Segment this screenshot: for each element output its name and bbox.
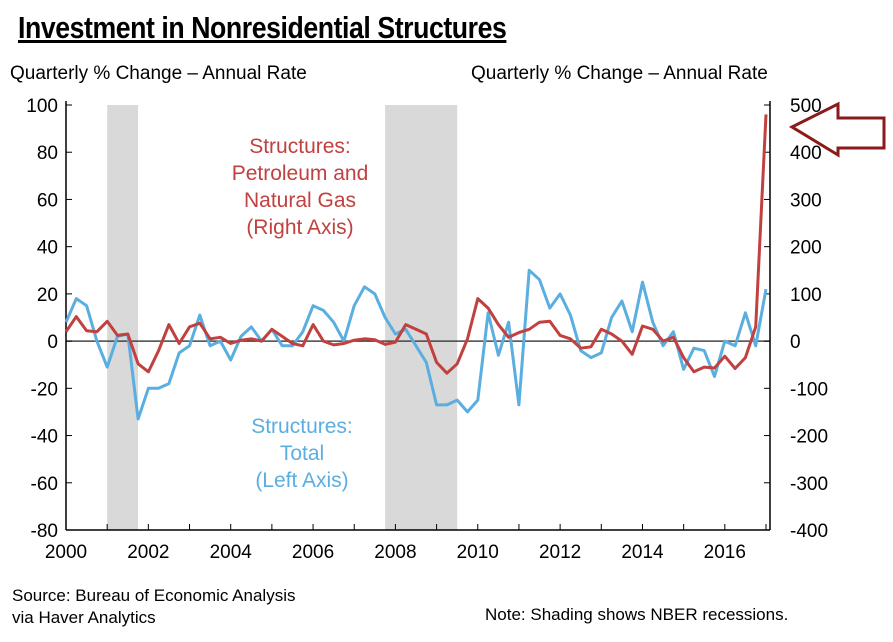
right-tick-label: -200	[790, 427, 828, 448]
source-line-1: Source: Bureau of Economic Analysis	[12, 586, 296, 605]
right-axis-label: Quarterly % Change – Annual Rate	[471, 63, 768, 84]
series-label: Structures:	[251, 415, 353, 438]
right-tick-label: -100	[790, 379, 828, 400]
left-tick-label: 20	[37, 285, 58, 306]
x-tick-label: 2014	[621, 542, 664, 563]
left-tick-label: 60	[37, 190, 58, 211]
x-tick-label: 2010	[457, 542, 499, 563]
right-tick-label: 300	[790, 190, 822, 211]
left-tick-label: 0	[47, 332, 58, 353]
left-tick-label: 80	[37, 143, 58, 164]
left-tick-label: -80	[31, 521, 58, 542]
source-line-2: via Haver Analytics	[12, 608, 156, 627]
series-label: Natural Gas	[244, 189, 356, 212]
recession-note: Note: Shading shows NBER recessions.	[485, 605, 789, 624]
x-tick-label: 2002	[127, 542, 169, 563]
recession-band	[385, 105, 458, 530]
left-axis-label: Quarterly % Change – Annual Rate	[10, 63, 307, 84]
x-tick-label: 2004	[210, 542, 253, 563]
x-tick-label: 2008	[374, 542, 416, 563]
left-tick-label: 40	[37, 238, 58, 259]
right-tick-label: 200	[790, 238, 822, 259]
right-tick-label: -300	[790, 474, 828, 495]
x-tick-label: 2012	[539, 542, 581, 563]
right-tick-label: 100	[790, 285, 822, 306]
left-tick-label: -40	[31, 427, 58, 448]
series-label: Structures:	[249, 135, 351, 158]
left-tick-label: -60	[31, 474, 58, 495]
right-tick-label: -400	[790, 521, 828, 542]
x-tick-label: 2006	[292, 542, 334, 563]
right-tick-label: 0	[790, 332, 801, 353]
left-tick-label: 100	[26, 96, 58, 117]
series-label: Total	[280, 442, 324, 465]
series-label: (Right Axis)	[246, 216, 353, 239]
recession-band	[107, 105, 139, 530]
x-tick-label: 2016	[704, 542, 746, 563]
chart-title: Investment in Nonresidential Structures	[18, 10, 507, 45]
left-tick-label: -20	[31, 379, 58, 400]
series-label: Petroleum and	[232, 162, 369, 185]
right-tick-label: 500	[790, 96, 822, 117]
series-label: (Left Axis)	[255, 469, 348, 492]
right-tick-label: 400	[790, 143, 822, 164]
left-arrow-icon	[788, 101, 886, 158]
x-tick-label: 2000	[45, 542, 87, 563]
